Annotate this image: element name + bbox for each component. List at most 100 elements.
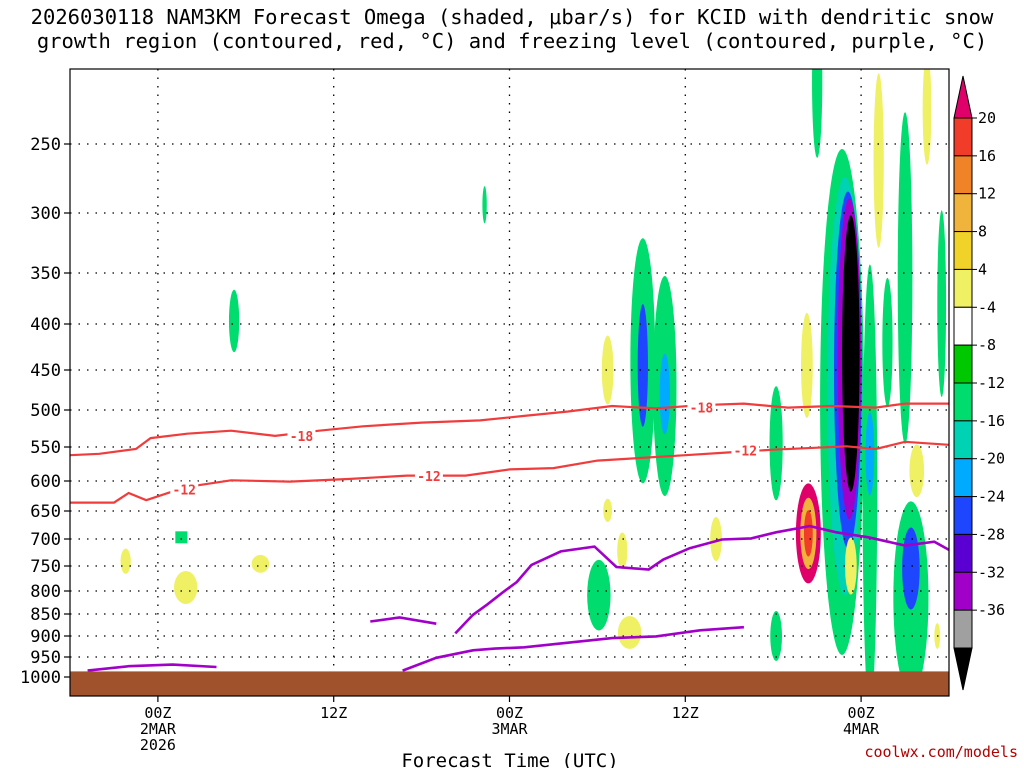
contours: -18 -18 -12 -12 -12 <box>70 399 949 672</box>
omega-cell-12 <box>637 304 648 427</box>
chart-title-line-2: growth region (contoured, red, °C) and f… <box>36 29 988 53</box>
x-tick-label-54-1: 4MAR <box>843 720 880 738</box>
contour-label-bg-2 <box>170 481 199 497</box>
omega-cell-35 <box>902 527 920 610</box>
colorbar-swatch-6 <box>953 344 973 384</box>
contour-label-1: -18 <box>690 402 714 417</box>
colorbar-label-9: -20 <box>978 450 1005 468</box>
omega-cell-8 <box>603 498 613 523</box>
omega-cell-7 <box>601 335 614 405</box>
colorbar-top-triangle <box>953 75 973 119</box>
x-tick-label-18-0: 12Z <box>320 704 347 722</box>
omega-cell-36 <box>909 444 925 498</box>
omega-cell-27 <box>842 215 860 492</box>
colorbar-swatch-1 <box>953 155 973 195</box>
colorbar-label-11: -28 <box>978 525 1005 543</box>
gridlines <box>70 69 949 696</box>
x-axis-label: Forecast Time (UTC) <box>401 750 618 768</box>
colorbar-label-1: 16 <box>978 147 996 165</box>
omega-cell-33 <box>897 112 913 444</box>
colorbar-swatch-4 <box>953 268 973 308</box>
colorbar-label-3: 8 <box>978 223 987 241</box>
y-tick-label-600: 600 <box>30 472 61 492</box>
omega-cell-3 <box>120 548 131 574</box>
y-tick-label-800: 800 <box>30 582 61 602</box>
freezing-level-contour-1 <box>402 625 744 672</box>
terrain-fill <box>70 671 949 696</box>
x-tick-label-6-0: 00Z <box>144 704 171 722</box>
y-tick-label-350: 350 <box>30 264 61 284</box>
dgz-contour-1 <box>70 440 949 504</box>
freezing-level-contour-3 <box>454 524 949 635</box>
colorbar-swatch-8 <box>953 420 973 460</box>
y-tick-label-700: 700 <box>30 530 61 550</box>
omega-cell-22 <box>803 510 813 557</box>
colorbar-swatch-7 <box>953 382 973 422</box>
omega-cell-6 <box>587 559 611 631</box>
colorbar-swatch-0 <box>953 117 973 157</box>
omega-cell-10 <box>617 616 642 649</box>
omega-cell-19 <box>801 312 813 418</box>
colorbar-swatch-10 <box>953 496 973 535</box>
colorbar-swatch-9 <box>953 458 973 498</box>
contour-label-0: -18 <box>290 430 314 445</box>
credit-text: coolwx.com/models <box>864 743 1018 761</box>
colorbar-label-13: -36 <box>978 601 1005 619</box>
y-tick-label-250: 250 <box>30 135 61 155</box>
freezing-level-contour-2 <box>370 616 437 625</box>
y-tick-label-900: 900 <box>30 627 61 647</box>
x-tick-label-6-1: 2MAR <box>140 720 177 738</box>
omega-cell-18 <box>812 69 823 158</box>
y-tick-label-550: 550 <box>30 438 61 458</box>
contour-label-2: -12 <box>173 483 196 498</box>
colorbar-label-7: -12 <box>978 374 1005 392</box>
colorbar-swatch-5 <box>953 306 973 346</box>
omega-cell-2 <box>482 186 487 224</box>
colorbar-label-6: -8 <box>978 336 996 354</box>
dgz-contour-0 <box>70 402 949 457</box>
colorbar: 20 16 12 8 4 -4 -8 -12 -16 -20 -24 -28 -32 -36 <box>953 75 1005 691</box>
contour-label-bg-0 <box>287 427 316 443</box>
contour-label-3: -12 <box>417 470 440 485</box>
omega-cell-0 <box>175 531 188 544</box>
y-tick-label-450: 450 <box>30 361 61 381</box>
y-axis-ticks: 2503003504004505005506006507007508008509… <box>20 135 70 688</box>
omega-cell-31 <box>873 73 884 248</box>
colorbar-label-10: -24 <box>978 488 1005 506</box>
colorbar-swatch-2 <box>953 193 973 233</box>
x-tick-label-6-2: 2026 <box>140 736 176 754</box>
freezing-level-contour-0 <box>87 663 217 672</box>
colorbar-label-5: -4 <box>978 298 996 316</box>
omega-cell-16 <box>769 386 783 501</box>
omega-cell-38 <box>937 210 947 397</box>
chart-title-line-1: 2026030118 NAM3KM Forecast Omega (shaded… <box>30 5 994 29</box>
x-tick-label-30-1: 3MAR <box>491 720 528 738</box>
omega-cell-32 <box>882 277 893 407</box>
y-tick-label-750: 750 <box>30 557 61 577</box>
colorbar-bottom-triangle <box>953 647 973 691</box>
omega-cell-1 <box>228 289 240 353</box>
omega-cell-9 <box>617 532 628 570</box>
y-tick-label-400: 400 <box>30 315 61 335</box>
contour-label-bg-4 <box>731 442 760 458</box>
x-tick-label-42-0: 12Z <box>672 704 699 722</box>
y-tick-label-650: 650 <box>30 502 61 522</box>
omega-cell-14 <box>659 353 670 435</box>
omega-shading <box>120 69 947 696</box>
y-tick-label-850: 850 <box>30 605 61 625</box>
colorbar-label-12: -32 <box>978 563 1005 581</box>
y-tick-label-1000: 1000 <box>20 668 61 688</box>
x-tick-label-30-0: 00Z <box>496 704 523 722</box>
x-tick-label-54-0: 00Z <box>848 704 875 722</box>
y-tick-label-500: 500 <box>30 401 61 421</box>
omega-cell-5 <box>251 554 270 573</box>
y-tick-label-950: 950 <box>30 648 61 668</box>
omega-cell-37 <box>922 69 932 165</box>
contour-label-bg-1 <box>687 399 716 415</box>
contour-label-4: -12 <box>734 444 757 459</box>
colorbar-swatch-13 <box>953 609 973 649</box>
colorbar-swatch-3 <box>953 231 973 270</box>
omega-cell-28 <box>844 537 857 595</box>
